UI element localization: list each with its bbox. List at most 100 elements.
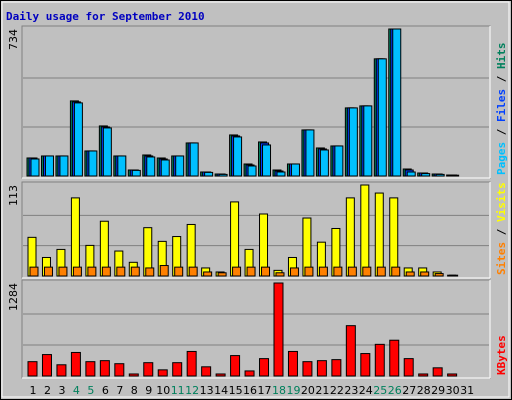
bar bbox=[246, 266, 256, 277]
bar bbox=[405, 271, 415, 277]
bar bbox=[377, 58, 387, 177]
legend-entry: Pages bbox=[495, 142, 508, 175]
bar bbox=[406, 171, 416, 177]
bar bbox=[363, 105, 373, 177]
bar bbox=[319, 149, 329, 177]
bar bbox=[289, 267, 299, 277]
bar bbox=[117, 155, 127, 177]
bar bbox=[360, 184, 370, 277]
bar bbox=[87, 266, 97, 277]
legend-entry: Visits bbox=[495, 182, 508, 222]
bar bbox=[362, 266, 372, 277]
bar bbox=[345, 197, 355, 277]
bar bbox=[316, 360, 327, 377]
bar bbox=[450, 174, 460, 177]
bar bbox=[160, 159, 170, 177]
bar bbox=[116, 266, 126, 277]
bar bbox=[201, 366, 212, 377]
legend: KBytes bbox=[495, 335, 508, 375]
legend-entry: Files bbox=[495, 89, 508, 122]
bar bbox=[143, 362, 154, 377]
x-tick-label: 12 bbox=[185, 384, 199, 397]
bar bbox=[261, 266, 271, 277]
bar bbox=[102, 127, 112, 177]
bar bbox=[204, 171, 214, 177]
bar bbox=[157, 369, 168, 377]
y-max-label: 734 bbox=[7, 29, 20, 50]
x-tick-label: 20 bbox=[301, 384, 315, 397]
bar bbox=[262, 144, 272, 177]
bar bbox=[88, 150, 98, 177]
bar bbox=[85, 361, 96, 377]
bar bbox=[44, 155, 54, 177]
bar bbox=[130, 266, 140, 277]
bar bbox=[70, 351, 81, 377]
bar bbox=[374, 343, 385, 377]
chart-title: Daily usage for September 2010 bbox=[6, 10, 205, 23]
x-tick-label: 1 bbox=[30, 384, 37, 397]
legend-separator: / bbox=[495, 69, 508, 89]
bar bbox=[27, 361, 38, 377]
bar bbox=[389, 197, 399, 277]
x-tick-label: 13 bbox=[200, 384, 214, 397]
x-tick-label: 9 bbox=[145, 384, 152, 397]
bar bbox=[172, 362, 183, 377]
bar bbox=[233, 136, 243, 177]
x-tick-label: 23 bbox=[344, 384, 358, 397]
x-tick-label: 19 bbox=[286, 384, 300, 397]
bar bbox=[217, 272, 227, 277]
x-tick-label: 10 bbox=[156, 384, 170, 397]
x-tick-label: 29 bbox=[431, 384, 445, 397]
bar bbox=[348, 107, 358, 177]
bar bbox=[290, 163, 300, 177]
x-tick-label: 15 bbox=[229, 384, 243, 397]
bar bbox=[305, 129, 315, 177]
bar bbox=[128, 373, 139, 377]
bar bbox=[421, 173, 431, 177]
bar bbox=[347, 266, 357, 277]
bar bbox=[391, 266, 401, 277]
bar bbox=[244, 370, 255, 377]
y-max-label: 1284 bbox=[7, 283, 20, 311]
bar bbox=[29, 266, 39, 277]
x-tick-label: 17 bbox=[258, 384, 272, 397]
bar bbox=[203, 271, 213, 277]
bar bbox=[230, 201, 240, 277]
bar bbox=[131, 169, 141, 177]
bar bbox=[259, 358, 270, 377]
x-tick-label: 8 bbox=[131, 384, 138, 397]
bar bbox=[41, 354, 52, 377]
x-tick-label: 30 bbox=[446, 384, 460, 397]
x-tick-label: 22 bbox=[330, 384, 344, 397]
legend-entry: KBytes bbox=[495, 335, 508, 375]
x-tick-label: 18 bbox=[272, 384, 286, 397]
bar bbox=[449, 274, 459, 277]
bar bbox=[73, 102, 83, 177]
x-tick-label: 26 bbox=[388, 384, 402, 397]
bar bbox=[447, 373, 458, 377]
bar bbox=[302, 361, 313, 377]
bar bbox=[287, 350, 298, 377]
bar bbox=[56, 364, 67, 377]
bar bbox=[389, 339, 400, 377]
bar bbox=[146, 156, 156, 177]
bar bbox=[403, 358, 414, 377]
bar bbox=[273, 282, 284, 377]
legend-separator: / bbox=[495, 122, 508, 142]
bar bbox=[374, 192, 384, 277]
legend-separator: / bbox=[495, 222, 508, 242]
x-tick-label: 14 bbox=[214, 384, 228, 397]
bar bbox=[304, 266, 314, 277]
x-tick-label: 21 bbox=[315, 384, 329, 397]
bar bbox=[318, 266, 328, 277]
bar bbox=[345, 325, 356, 377]
x-tick-label: 11 bbox=[171, 384, 185, 397]
bar bbox=[30, 158, 40, 177]
bar bbox=[101, 266, 111, 277]
x-tick-label: 16 bbox=[243, 384, 257, 397]
legend: Pages / Files / Hits bbox=[495, 43, 508, 176]
bar bbox=[215, 373, 226, 377]
bar bbox=[275, 272, 285, 277]
bar bbox=[420, 271, 430, 277]
bar bbox=[218, 173, 228, 177]
